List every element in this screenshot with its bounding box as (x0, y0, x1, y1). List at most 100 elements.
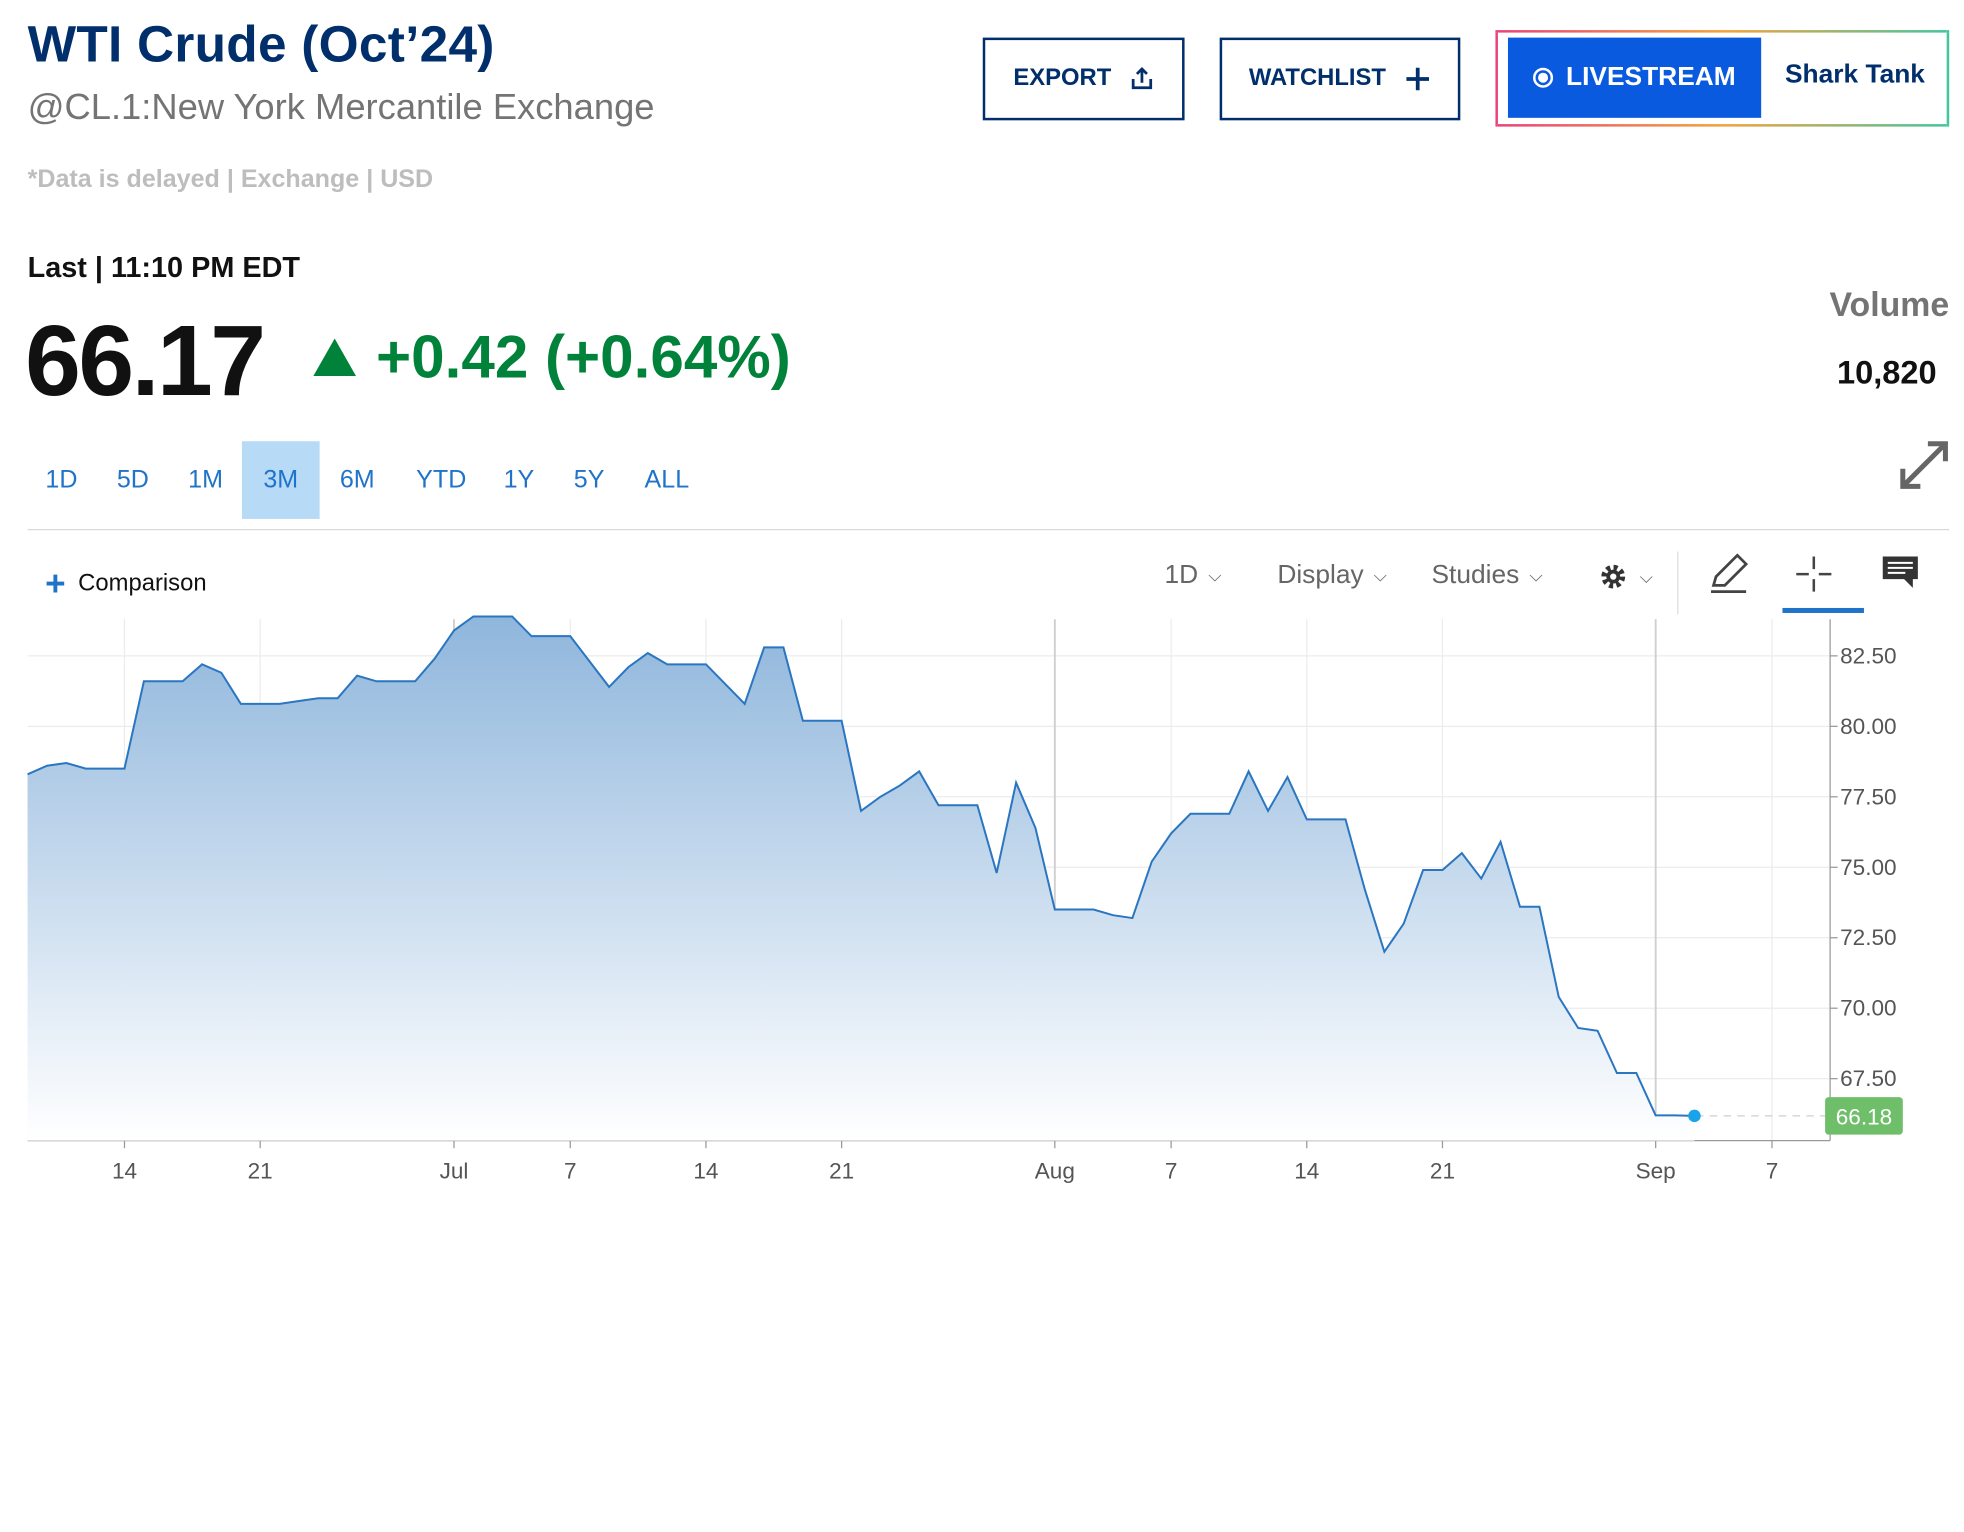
price-point (316, 695, 322, 701)
price-point (1672, 1113, 1678, 1119)
price-point (1556, 994, 1562, 1000)
price-line (27, 615, 1695, 1117)
price-point (723, 681, 729, 687)
price-point (529, 633, 535, 639)
range-3m[interactable]: 3M (241, 441, 320, 519)
price-point (1420, 867, 1426, 873)
price-point (199, 662, 205, 668)
expand-icon[interactable] (1898, 439, 1951, 492)
price-point (800, 718, 806, 724)
price-point (102, 766, 108, 772)
price-point (1459, 850, 1465, 856)
price-point (916, 769, 922, 775)
range-all[interactable]: ALL (644, 465, 690, 494)
y-tick-label: 77.50 (1840, 784, 1896, 809)
price-point (257, 701, 263, 707)
price-point (219, 670, 225, 676)
price-point (1188, 811, 1194, 817)
x-tick-label: Aug (1035, 1158, 1075, 1183)
price-point (975, 803, 981, 809)
price-point (1343, 817, 1349, 823)
price-point (1285, 774, 1291, 780)
price-point (626, 664, 632, 670)
price-point (1382, 949, 1388, 955)
live-dot-icon (1533, 67, 1554, 88)
price-point (548, 633, 554, 639)
chevron-down-icon: ⌵ (1208, 564, 1222, 585)
price-point (1498, 839, 1504, 845)
watchlist-button-label: WATCHLIST (1248, 65, 1386, 92)
interval-dropdown[interactable]: 1D ⌵ (1165, 560, 1222, 590)
price-point (1071, 907, 1077, 913)
price-point (238, 701, 244, 707)
display-label: Display (1277, 560, 1364, 590)
y-tick-label: 75.00 (1840, 855, 1896, 880)
price-point (1033, 825, 1039, 831)
livestream-button[interactable]: LIVESTREAM (1507, 37, 1762, 118)
export-button[interactable]: EXPORT (982, 37, 1185, 121)
studies-dropdown[interactable]: Studies ⌵ (1431, 560, 1542, 590)
x-tick-label: 21 (248, 1158, 273, 1183)
price-point (1304, 817, 1310, 823)
x-tick-label: 14 (1294, 1158, 1319, 1183)
price-point (1440, 867, 1446, 873)
shark-tank-link[interactable]: Shark Tank (1784, 60, 1925, 89)
price-point (1168, 831, 1174, 837)
display-dropdown[interactable]: Display ⌵ (1277, 560, 1387, 590)
pencil-icon[interactable] (1707, 552, 1750, 595)
y-tick-label: 72.50 (1840, 925, 1896, 950)
range-5y[interactable]: 5Y (573, 465, 605, 494)
price-point (819, 718, 825, 724)
price-point (761, 645, 767, 651)
price-point (781, 645, 787, 651)
price-point (1246, 769, 1252, 775)
volume-label: Volume (1829, 285, 1950, 324)
price-point (1323, 817, 1329, 823)
page-title: WTI Crude (Oct’24) (27, 15, 495, 73)
price-point (296, 698, 302, 704)
range-1m[interactable]: 1M (188, 465, 223, 494)
chevron-down-icon: ⌵ (1639, 565, 1653, 587)
comment-icon[interactable] (1880, 554, 1920, 592)
price-point (335, 695, 341, 701)
price-point (122, 766, 128, 772)
price-point (1401, 921, 1407, 927)
x-tick-label: 7 (1165, 1158, 1178, 1183)
price-point (878, 794, 884, 800)
delay-note: *Data is delayed | Exchange | USD (27, 165, 434, 194)
price-point (858, 808, 864, 814)
price-point (374, 678, 380, 684)
range-1d[interactable]: 1D (45, 465, 78, 494)
range-ytd[interactable]: YTD (416, 465, 467, 494)
chevron-down-icon: ⌵ (1529, 564, 1543, 585)
comparison-button[interactable]: + Comparison (45, 566, 206, 602)
price-point (1110, 912, 1116, 918)
plus-icon (1406, 67, 1429, 91)
y-tick-label: 82.50 (1840, 643, 1896, 668)
livestream-label: LIVESTREAM (1566, 62, 1736, 92)
toolbar-separator (1677, 551, 1679, 615)
x-tick-label: Jul (440, 1158, 469, 1183)
settings-dropdown[interactable]: ⌵ (1597, 560, 1653, 593)
header-divider (27, 528, 1950, 531)
x-tick-label: 14 (693, 1158, 718, 1183)
range-1y[interactable]: 1Y (503, 465, 535, 494)
price-point (1575, 1025, 1581, 1031)
range-6m[interactable]: 6M (339, 465, 375, 494)
price-point (1362, 887, 1368, 893)
price-point (936, 803, 942, 809)
price-point (432, 656, 438, 662)
range-5d[interactable]: 5D (116, 465, 149, 494)
crosshair-icon[interactable] (1794, 554, 1834, 594)
price-point (83, 766, 89, 772)
price-point (1052, 907, 1058, 913)
last-price-tag-label: 66.18 (1836, 1105, 1892, 1130)
price-chart[interactable]: 82.50 80.00 77.50 75.00 72.50 70.00 67.50 14 21 J… (0, 614, 1955, 1203)
price-point (393, 678, 399, 684)
price-point (1227, 811, 1233, 817)
watchlist-button[interactable]: WATCHLIST (1219, 37, 1461, 121)
price-area (27, 616, 1695, 1141)
price-point (664, 662, 670, 668)
price-point (1614, 1070, 1620, 1076)
